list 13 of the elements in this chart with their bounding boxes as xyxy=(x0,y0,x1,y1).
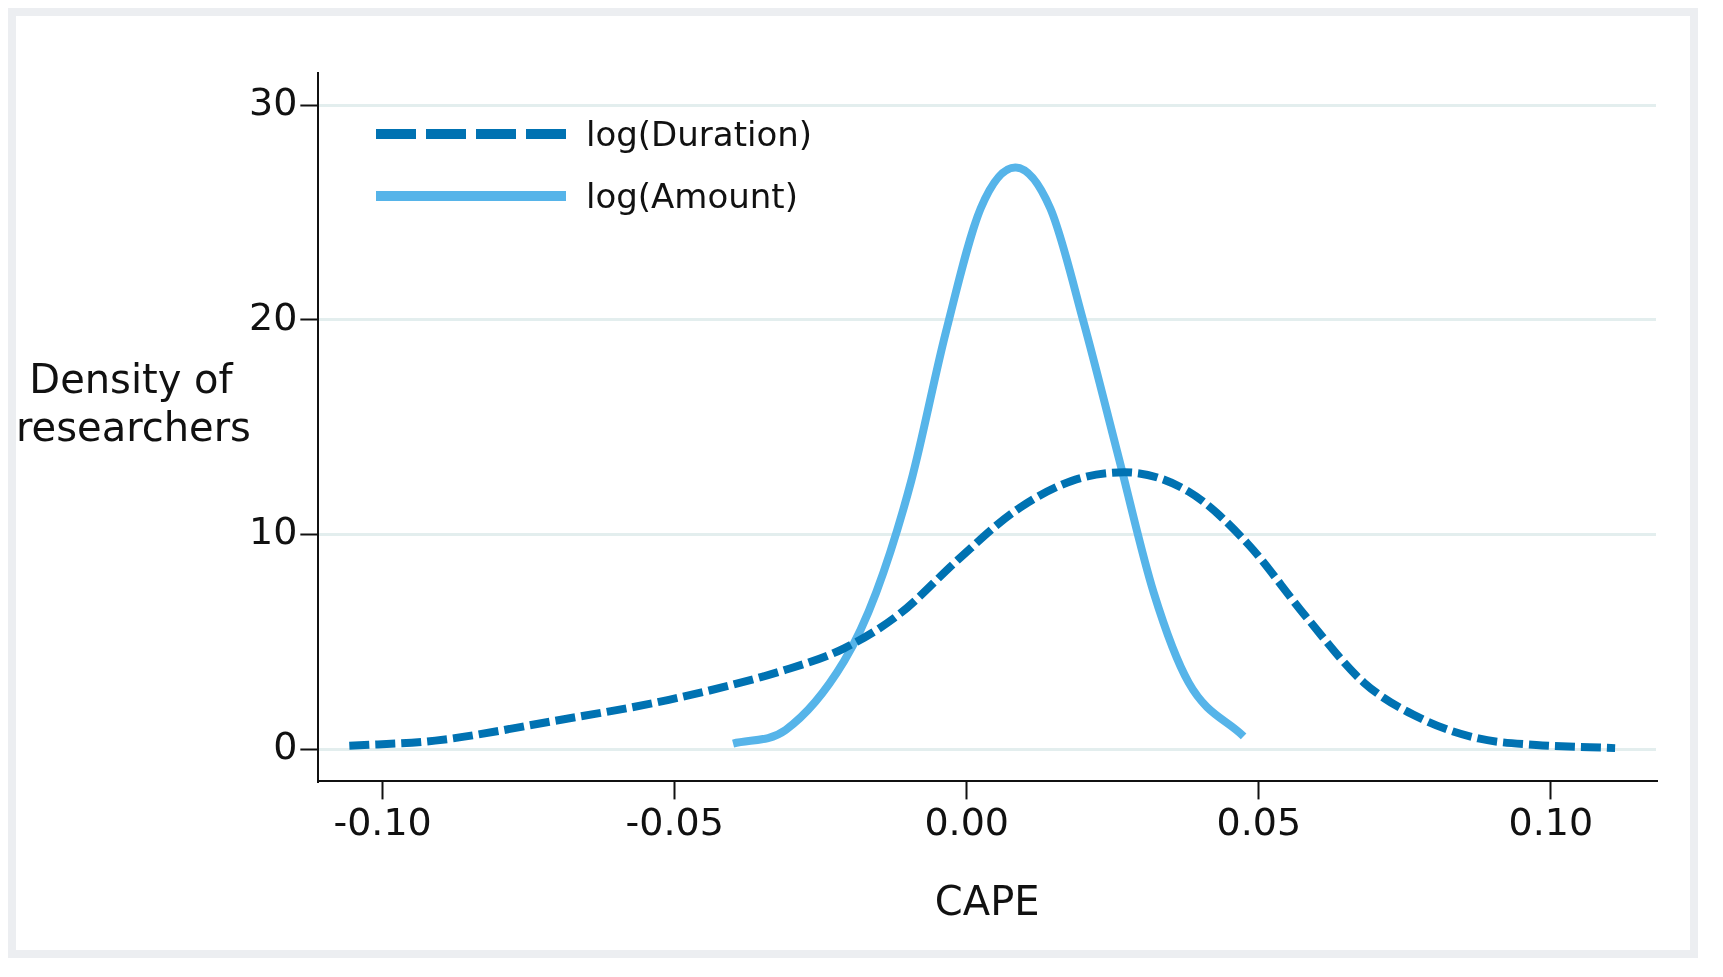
x-tick-label: 0.05 xyxy=(1216,800,1302,845)
y-tick-label: 20 xyxy=(248,294,298,339)
y-tick-label: 10 xyxy=(248,509,298,554)
x-tick-label: -0.10 xyxy=(333,800,432,845)
y-axis-title: Density of researchers xyxy=(16,355,251,452)
y-tick-label: 0 xyxy=(273,724,298,769)
y-tick-label: 30 xyxy=(248,80,298,125)
x-tick-label: -0.05 xyxy=(625,800,724,845)
x-tick-label: 0.10 xyxy=(1508,800,1594,845)
x-tick-label: 0.00 xyxy=(924,800,1010,845)
legend-label: log(Amount) xyxy=(586,176,798,216)
legend-label: log(Duration) xyxy=(586,114,813,154)
x-axis-title: CAPE xyxy=(934,878,1040,925)
